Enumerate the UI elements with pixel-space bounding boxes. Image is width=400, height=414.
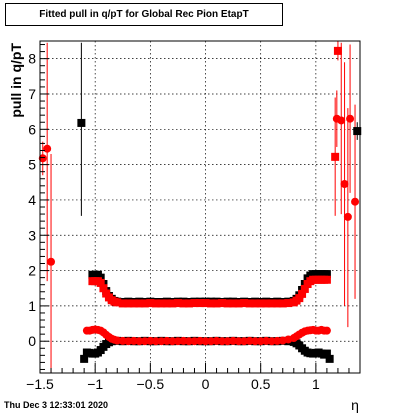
data-point bbox=[207, 299, 216, 308]
y-tick-label: 4 bbox=[28, 192, 36, 208]
data-point bbox=[38, 154, 47, 163]
data-point bbox=[240, 299, 249, 308]
data-point bbox=[146, 299, 155, 308]
y-tick-label: 1 bbox=[28, 298, 36, 314]
data-point bbox=[168, 337, 177, 346]
data-point bbox=[184, 299, 193, 308]
data-point bbox=[135, 299, 144, 308]
data-point bbox=[151, 299, 160, 308]
data-point bbox=[140, 299, 149, 308]
tick-labels: −1.5 −1 −0.5 0 0.5 1 0 1 2 3 4 5 6 7 8 bbox=[26, 51, 320, 392]
data-point bbox=[295, 294, 304, 303]
data-point bbox=[300, 284, 309, 293]
data-point bbox=[351, 197, 360, 206]
data-point bbox=[212, 299, 221, 308]
data-point bbox=[196, 299, 204, 308]
data-point bbox=[129, 299, 138, 308]
axis-ticks bbox=[39, 44, 361, 373]
x-tick-label: 0.5 bbox=[251, 376, 271, 392]
x-tick-label: −1.5 bbox=[26, 376, 54, 392]
data-point bbox=[99, 284, 108, 293]
data-point bbox=[331, 152, 340, 161]
data-point bbox=[340, 180, 349, 189]
data-point bbox=[322, 275, 331, 284]
data-point bbox=[173, 299, 182, 308]
data-point bbox=[343, 212, 352, 221]
y-tick-label: 2 bbox=[28, 263, 36, 279]
data-point bbox=[262, 299, 271, 308]
data-point bbox=[190, 299, 199, 308]
data-point bbox=[223, 299, 232, 308]
x-tick-label: 0 bbox=[202, 376, 210, 392]
x-tick-label: −0.5 bbox=[137, 376, 165, 392]
data-point bbox=[113, 298, 122, 307]
data-point bbox=[135, 337, 144, 346]
data-point bbox=[273, 299, 282, 308]
data-point bbox=[284, 299, 293, 308]
data-point bbox=[278, 299, 287, 308]
data-point bbox=[151, 337, 160, 346]
data-point bbox=[168, 299, 177, 308]
data-point bbox=[298, 289, 307, 298]
data-point bbox=[77, 118, 86, 127]
data-point bbox=[251, 337, 260, 346]
y-tick-label: 3 bbox=[28, 227, 36, 243]
data-point bbox=[43, 144, 52, 153]
data-point bbox=[251, 299, 260, 308]
data-point bbox=[325, 354, 334, 363]
error-bars bbox=[42, 41, 358, 373]
data-point bbox=[118, 299, 127, 308]
data-point bbox=[184, 337, 193, 346]
y-tick-label: 5 bbox=[28, 157, 36, 173]
data-point bbox=[157, 299, 166, 308]
data-point bbox=[234, 337, 243, 346]
x-tick-label: −1 bbox=[87, 376, 103, 392]
data-point bbox=[80, 354, 89, 363]
grid-lines bbox=[40, 41, 360, 373]
y-tick-label: 6 bbox=[28, 121, 36, 137]
data-point bbox=[256, 299, 265, 308]
data-point bbox=[201, 299, 210, 308]
x-axis-label: η bbox=[351, 397, 359, 413]
date-stamp: Thu Dec 3 12:33:01 2020 bbox=[4, 400, 109, 410]
y-axis-label: pull in q/pT bbox=[8, 43, 24, 118]
data-point bbox=[229, 299, 238, 308]
data-point bbox=[333, 46, 342, 55]
data-point bbox=[337, 116, 346, 125]
y-tick-label: 8 bbox=[28, 51, 36, 67]
chart-title: Fitted pull in q/pT for Global Rec Pion … bbox=[5, 3, 283, 26]
data-point bbox=[124, 299, 133, 308]
y-tick-label: 0 bbox=[28, 333, 36, 349]
y-tick-label: 7 bbox=[28, 86, 36, 102]
data-point bbox=[218, 299, 227, 308]
data-point bbox=[218, 337, 227, 346]
data-markers bbox=[38, 46, 362, 363]
data-point bbox=[201, 337, 210, 346]
data-point bbox=[353, 127, 362, 136]
data-point bbox=[47, 257, 56, 266]
data-point bbox=[322, 270, 331, 279]
x-tick-label: 1 bbox=[312, 376, 320, 392]
data-point bbox=[179, 299, 188, 308]
data-point bbox=[245, 299, 254, 308]
data-point bbox=[234, 299, 243, 308]
data-point bbox=[96, 278, 105, 287]
data-point bbox=[267, 299, 276, 308]
data-point bbox=[322, 326, 331, 335]
data-point bbox=[162, 299, 171, 308]
plot-frame bbox=[39, 40, 361, 374]
data-point bbox=[322, 349, 331, 358]
data-point bbox=[346, 114, 355, 123]
